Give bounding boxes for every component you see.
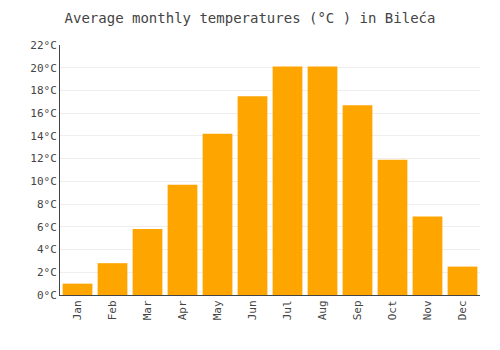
svg-text:18°C: 18°C xyxy=(30,84,57,97)
svg-text:Jul: Jul xyxy=(281,300,294,320)
svg-text:Mar: Mar xyxy=(141,300,154,320)
svg-text:Sep: Sep xyxy=(351,300,364,320)
svg-text:Dec: Dec xyxy=(456,300,469,320)
svg-text:Jan: Jan xyxy=(71,300,84,320)
svg-text:8°C: 8°C xyxy=(37,198,57,211)
svg-text:16°C: 16°C xyxy=(30,107,57,120)
svg-text:Feb: Feb xyxy=(106,300,119,320)
svg-text:6°C: 6°C xyxy=(37,221,57,234)
svg-text:Nov: Nov xyxy=(421,300,434,320)
svg-text:Aug: Aug xyxy=(316,300,329,320)
svg-text:12°C: 12°C xyxy=(30,152,57,165)
svg-text:Jun: Jun xyxy=(246,300,259,320)
svg-text:0°C: 0°C xyxy=(37,289,57,302)
svg-text:May: May xyxy=(211,300,224,320)
svg-text:2°C: 2°C xyxy=(37,266,57,279)
svg-text:14°C: 14°C xyxy=(30,130,57,143)
svg-text:Oct: Oct xyxy=(386,300,399,320)
svg-text:Average monthly temperatures (: Average monthly temperatures (°C ) in Bi… xyxy=(65,10,436,26)
svg-text:22°C: 22°C xyxy=(30,39,57,52)
svg-text:Apr: Apr xyxy=(176,300,189,320)
svg-text:4°C: 4°C xyxy=(37,243,57,256)
svg-text:10°C: 10°C xyxy=(30,175,57,188)
svg-text:20°C: 20°C xyxy=(30,62,57,75)
